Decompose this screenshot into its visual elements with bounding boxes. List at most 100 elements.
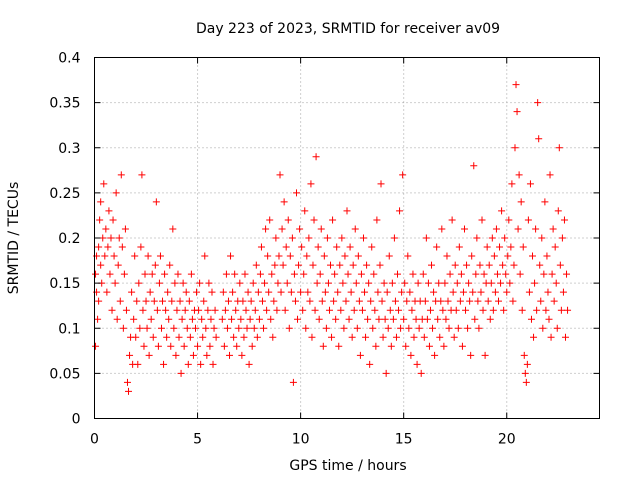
data-point [148,270,156,278]
data-point [438,225,446,233]
data-point [502,270,510,278]
data-point [154,342,162,350]
data-point [100,180,108,188]
data-point [361,288,369,296]
data-point [144,252,152,260]
data-point [231,270,239,278]
data-point [503,288,511,296]
data-point [483,243,491,251]
data-point [306,297,314,305]
data-point [290,270,298,278]
data-point [285,324,293,332]
data-point [544,288,552,296]
data-point [420,333,428,341]
data-point [336,261,344,269]
data-point [250,324,258,332]
data-point [477,288,485,296]
data-point [176,297,184,305]
data-point [435,279,443,287]
data-point [133,297,141,305]
data-point [428,261,436,269]
data-point [486,315,494,323]
y-tick-label: 0.35 [49,96,80,112]
data-point [536,261,544,269]
data-point [377,180,385,188]
data-point [175,333,183,341]
data-point [164,288,172,296]
data-point [198,315,206,323]
data-point [363,261,371,269]
data-point [180,342,188,350]
data-point [479,306,487,314]
data-point [178,315,186,323]
data-point [385,252,393,260]
data-point [325,306,333,314]
data-point [278,225,286,233]
data-point [265,288,273,296]
data-point [456,297,464,305]
data-point [117,171,125,179]
data-point [210,324,218,332]
data-point [448,216,456,224]
data-point [131,252,139,260]
data-point [564,306,572,314]
data-point [168,297,176,305]
data-point [192,324,199,332]
data-point [257,243,265,251]
data-point [315,315,323,323]
data-point [288,234,296,242]
data-point [235,324,243,332]
data-point [254,288,262,296]
data-point [431,351,439,359]
data-point [211,306,219,314]
data-point [193,288,201,296]
data-point [556,261,564,269]
data-point [318,297,326,305]
data-point [159,297,167,305]
data-point [463,261,471,269]
data-point [546,171,554,179]
data-point [122,306,130,314]
data-point [485,261,493,269]
data-point [157,324,165,332]
data-point [101,252,109,260]
y-tick-label: 0.2 [58,231,80,247]
data-point [444,297,452,305]
data-point [547,333,555,341]
data-point [120,270,128,278]
data-point [462,306,470,314]
data-point [441,279,449,287]
data-point [95,297,103,305]
data-point [335,342,343,350]
data-point [300,270,308,278]
x-axis-title: GPS time / hours [289,458,406,474]
data-point [524,216,532,224]
data-point [312,153,320,161]
data-point [298,243,306,251]
data-point [153,306,161,314]
data-point [495,297,502,305]
data-point [364,315,372,323]
data-point [239,297,247,305]
data-point [291,297,299,305]
data-point [251,306,259,314]
data-point [151,261,159,269]
data-point [295,261,303,269]
data-point [509,297,517,305]
data-point [402,342,410,350]
data-point [301,207,309,215]
data-point [501,234,509,242]
data-point [555,144,563,152]
data-point [147,315,155,323]
data-point [138,171,146,179]
data-point [346,243,354,251]
data-point [249,279,257,287]
data-point [108,306,116,314]
data-point [523,360,531,368]
data-point [201,252,209,260]
data-point [237,315,245,323]
data-point [244,288,252,296]
x-tick-label: 5 [193,432,202,448]
data-point [282,243,290,251]
data-point [356,351,364,359]
